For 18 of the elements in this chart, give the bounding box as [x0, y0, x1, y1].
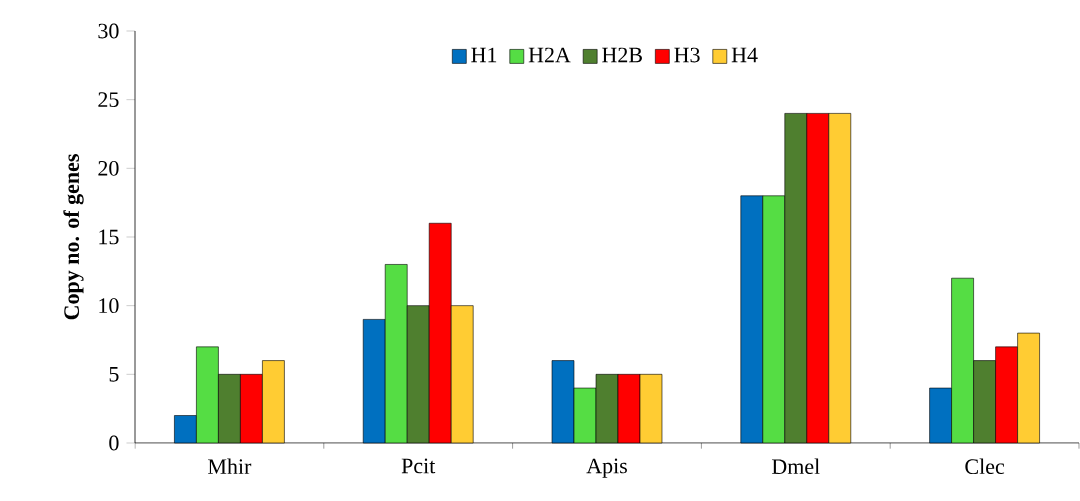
- legend-label: H4: [731, 47, 758, 63]
- y-tick-label: 25: [98, 92, 119, 108]
- x-tick-label: Mhir: [208, 458, 252, 474]
- y-tick-label: 30: [98, 23, 119, 39]
- y-tick-label: 10: [99, 298, 119, 314]
- x-tick-label: Clec: [965, 458, 1005, 475]
- legend-label: H2A: [528, 47, 571, 63]
- y-tick-label: 15: [99, 229, 119, 245]
- y-tick-label: 5: [109, 367, 119, 382]
- legend-label: H1: [471, 47, 497, 63]
- legend-label: H3: [674, 47, 700, 63]
- x-tick-label: Apis: [586, 458, 627, 478]
- y-axis-title: Copy no. of genes: [63, 154, 84, 320]
- y-tick-label: 20: [98, 160, 119, 176]
- x-tick-label: Pcit: [401, 458, 436, 474]
- x-tick-label: Dmel: [771, 458, 820, 475]
- y-tick-label: 0: [109, 435, 119, 451]
- legend-label: H2B: [602, 47, 642, 63]
